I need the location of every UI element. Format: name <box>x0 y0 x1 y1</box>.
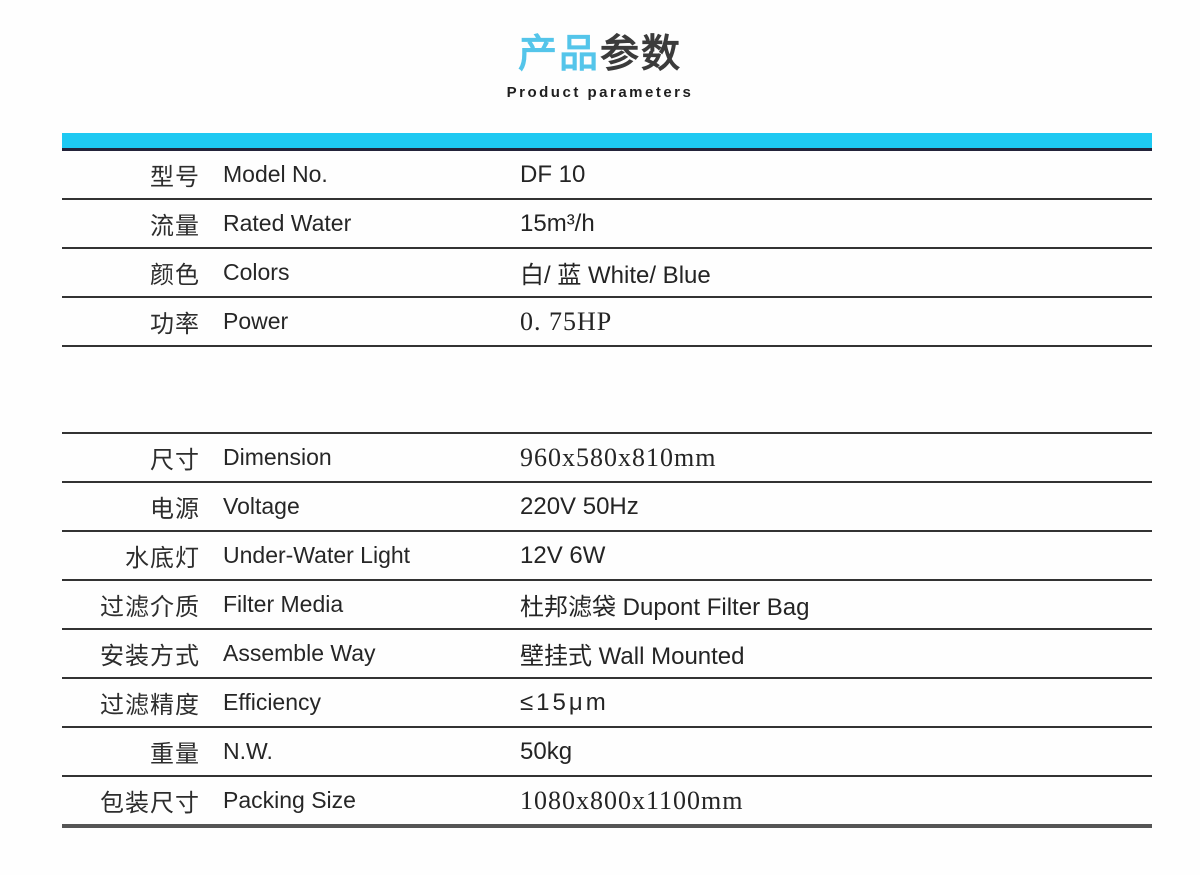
spec-sheet: 型号 Model No. DF 10 流量 Rated Water 15m³/h… <box>62 133 1152 828</box>
spec-label-cn: 过滤介质 <box>100 594 200 621</box>
spec-label-en: Rated Water <box>223 210 352 236</box>
spec-label-cn: 型号 <box>150 164 200 191</box>
accent-bar <box>62 133 1152 151</box>
spec-row: 过滤介质 Filter Media 杜邦滤袋 Dupont Filter Bag <box>62 581 1152 630</box>
spec-row: 流量 Rated Water 15m³/h <box>62 200 1152 249</box>
spec-label-cn: 功率 <box>150 311 200 338</box>
spec-value: 0. 75HP <box>520 306 613 336</box>
spec-row: 过滤精度 Efficiency ≤15μm <box>62 679 1152 728</box>
spec-label-en: Under-Water Light <box>223 542 411 568</box>
spec-row: 包装尺寸 Packing Size 1080x800x1100mm <box>62 777 1152 828</box>
spec-label-en: Packing Size <box>223 787 356 813</box>
spec-label-cn: 过滤精度 <box>100 692 200 719</box>
spec-label-cn: 重量 <box>150 741 200 768</box>
spec-row: 重量 N.W. 50kg <box>62 728 1152 777</box>
spec-value: 15m³/h <box>520 209 595 237</box>
spec-row: 功率 Power 0. 75HP <box>62 298 1152 347</box>
spec-label-cn: 安装方式 <box>100 643 200 670</box>
page-subtitle: Product parameters <box>506 84 694 101</box>
page-title-rest-text: 参数 <box>600 33 683 76</box>
table-group-gap <box>62 347 1152 432</box>
spec-value: 1080x800x1100mm <box>520 785 744 815</box>
spec-label-en: Efficiency <box>223 689 322 715</box>
spec-label-en: Voltage <box>223 493 300 519</box>
spec-value: 白/ 蓝 White/ Blue <box>520 262 711 289</box>
spec-label-cn: 电源 <box>150 496 200 523</box>
spec-label-en: Colors <box>223 259 290 285</box>
spec-label-cn: 流量 <box>150 213 200 240</box>
spec-value: 50kg <box>520 737 573 765</box>
page-header: 产品参数 Product parameters <box>0 0 1200 101</box>
spec-label-cn: 颜色 <box>150 262 200 289</box>
spec-value: ≤15μm <box>520 688 609 716</box>
spec-label-en: Model No. <box>223 161 328 187</box>
spec-label-en: Power <box>223 308 289 334</box>
spec-row: 尺寸 Dimension 960x580x810mm <box>62 434 1152 483</box>
spec-label-cn: 水底灯 <box>125 545 200 572</box>
page-title: 产品参数 <box>0 32 1200 78</box>
spec-value: 960x580x810mm <box>520 442 717 472</box>
spec-label-en: Filter Media <box>223 591 344 617</box>
spec-value: 壁挂式 Wall Mounted <box>520 643 745 670</box>
spec-label-cn: 包装尺寸 <box>100 790 200 817</box>
spec-table-bottom-group: 尺寸 Dimension 960x580x810mm 电源 Voltage 22… <box>62 432 1152 828</box>
page-title-accent-text: 产品 <box>517 33 600 76</box>
spec-table-top-group: 型号 Model No. DF 10 流量 Rated Water 15m³/h… <box>62 151 1152 347</box>
spec-value: DF 10 <box>520 160 586 188</box>
spec-label-cn: 尺寸 <box>150 447 200 474</box>
spec-row: 安装方式 Assemble Way 壁挂式 Wall Mounted <box>62 630 1152 679</box>
spec-label-en: N.W. <box>223 738 273 764</box>
spec-row: 型号 Model No. DF 10 <box>62 151 1152 200</box>
spec-row: 水底灯 Under-Water Light 12V 6W <box>62 532 1152 581</box>
spec-value: 杜邦滤袋 Dupont Filter Bag <box>520 594 810 621</box>
spec-row: 颜色 Colors 白/ 蓝 White/ Blue <box>62 249 1152 298</box>
spec-value: 220V 50Hz <box>520 492 639 520</box>
spec-label-en: Dimension <box>223 444 332 470</box>
spec-label-en: Assemble Way <box>223 640 376 666</box>
spec-value: 12V 6W <box>520 541 606 569</box>
spec-row: 电源 Voltage 220V 50Hz <box>62 483 1152 532</box>
